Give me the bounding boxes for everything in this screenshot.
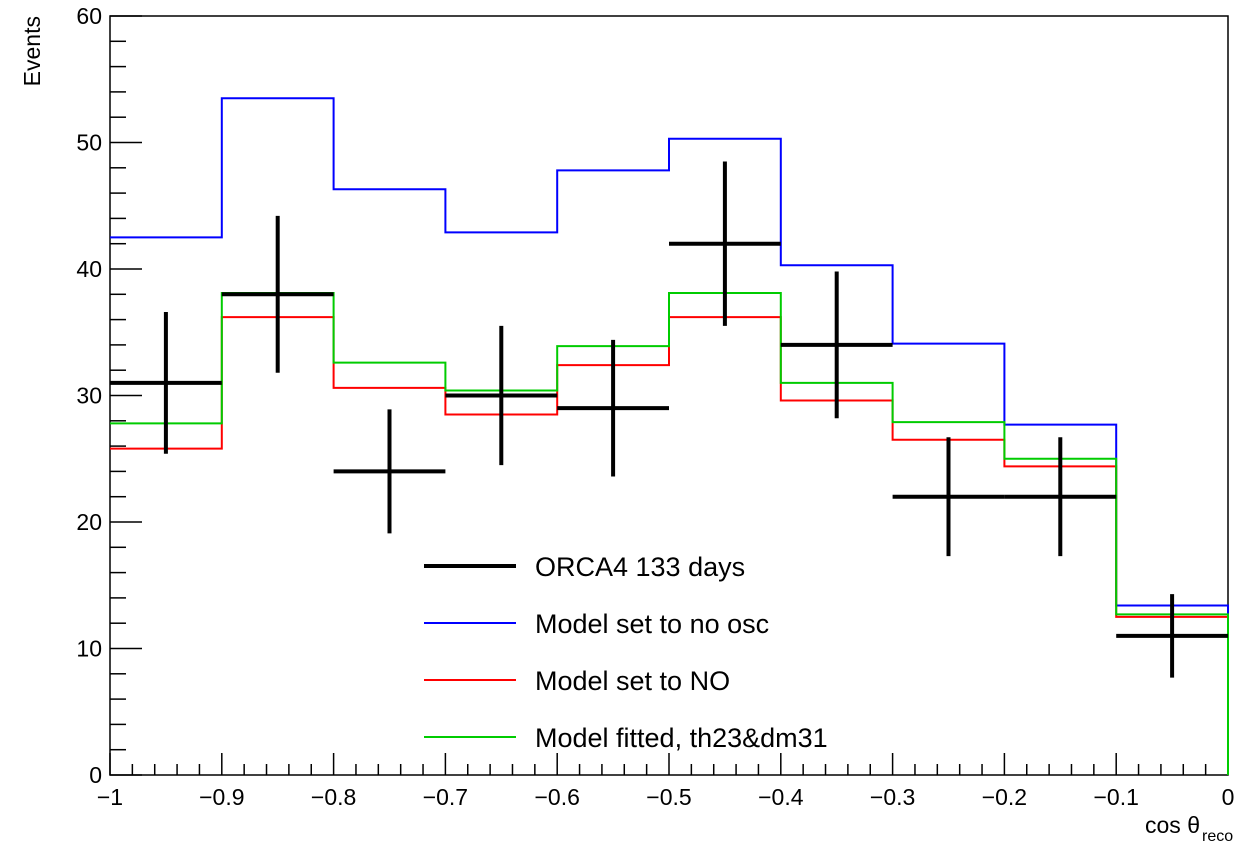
legend-entry: Model set to no osc xyxy=(424,609,769,639)
data-point xyxy=(221,215,334,373)
x-tick-label: −0.3 xyxy=(870,784,915,810)
data-point xyxy=(780,271,893,419)
data-point xyxy=(445,325,558,466)
y-axis-title: Events xyxy=(19,16,45,86)
legend-label: ORCA4 133 days xyxy=(535,552,745,582)
x-tick-label: −1 xyxy=(97,784,123,810)
y-tick-label: 40 xyxy=(76,256,102,282)
x-tick-label: −0.9 xyxy=(199,784,244,810)
data-point xyxy=(1004,437,1117,557)
legend-entry: ORCA4 133 days xyxy=(424,552,745,582)
y-tick-label: 20 xyxy=(76,509,102,535)
y-tick-label: 50 xyxy=(76,130,102,156)
legend-entry: Model set to NO xyxy=(424,666,730,696)
y-tick-label: 0 xyxy=(89,762,102,788)
data-point xyxy=(333,409,446,534)
x-tick-label: −0.4 xyxy=(758,784,804,810)
data-point xyxy=(1116,594,1228,678)
legend-label: Model set to NO xyxy=(535,666,730,696)
data-point xyxy=(669,161,781,326)
x-axis-title: cos θ xyxy=(1145,812,1200,838)
legend-entry: Model fitted, th23&dm31 xyxy=(424,723,828,753)
x-axis-title-subscript: reco xyxy=(1202,828,1233,845)
x-tick-label: −0.5 xyxy=(646,784,691,810)
x-tick-label: −0.6 xyxy=(534,784,579,810)
series-line-1 xyxy=(110,97,1229,775)
legend-label: Model set to no osc xyxy=(535,609,769,639)
x-tick-label: −0.2 xyxy=(982,784,1027,810)
y-tick-label: 60 xyxy=(76,3,102,29)
x-tick-label: −0.8 xyxy=(311,784,356,810)
series-line-3 xyxy=(110,292,1229,775)
legend-label: Model fitted, th23&dm31 xyxy=(535,723,828,753)
plot-frame xyxy=(109,15,1229,776)
data-point xyxy=(892,437,1005,557)
y-tick-label: 10 xyxy=(76,636,102,662)
x-tick-label: −0.7 xyxy=(423,784,468,810)
x-tick-label: 0 xyxy=(1222,784,1235,810)
data-point xyxy=(110,312,222,454)
data-point xyxy=(557,339,669,477)
y-tick-label: 30 xyxy=(76,383,102,409)
x-tick-label: −0.1 xyxy=(1093,784,1138,810)
